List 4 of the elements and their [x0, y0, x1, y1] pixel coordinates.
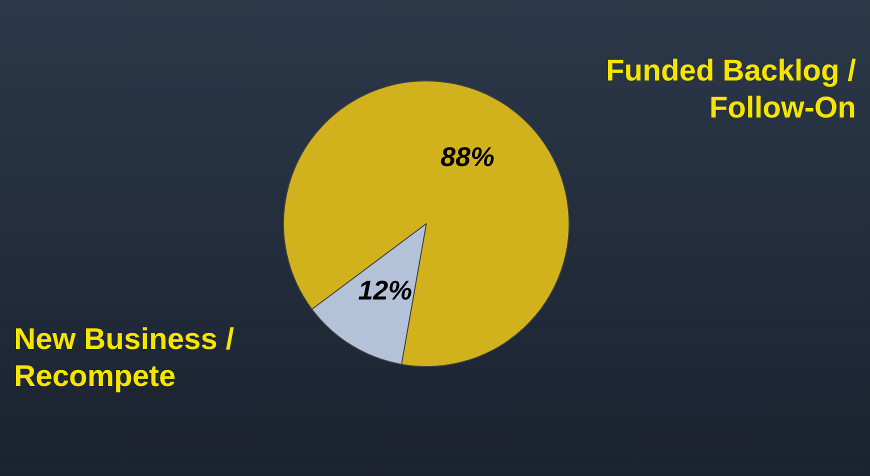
slice-label: New Business / Recompete [14, 323, 235, 394]
data-label: 88% [440, 142, 494, 172]
data-label: 12% [358, 276, 412, 306]
slice-label: Funded Backlog / Follow-On [606, 54, 857, 124]
